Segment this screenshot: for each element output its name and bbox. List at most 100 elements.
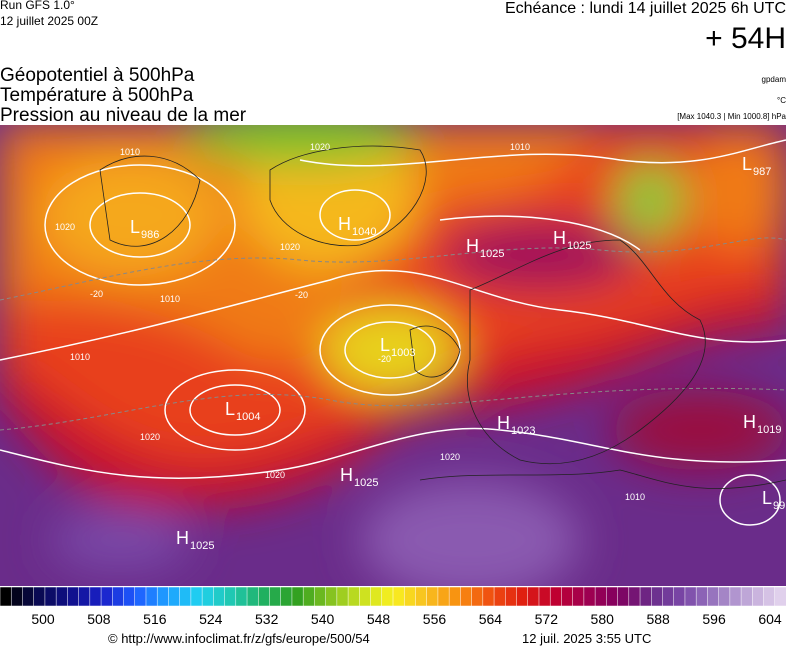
- pressure-center-type: L: [742, 154, 752, 174]
- colorbar-cell: [179, 586, 192, 607]
- isoline-labels: 1010 1020 1010 1010 1020 -20 -20 1020 1020 1020 10…: [55, 142, 645, 502]
- colorbar-cell: [774, 586, 786, 607]
- isoline-label: 1020: [440, 452, 460, 462]
- colorbar-label: 580: [591, 611, 615, 627]
- pressure-center-value: 1025: [190, 540, 214, 552]
- colorbar-cell: [695, 586, 709, 607]
- colorbar-cell: [201, 586, 215, 607]
- isoline-label: -20: [295, 290, 308, 300]
- colorbar-cell: [78, 586, 91, 607]
- pressure-center-value: 99: [773, 500, 785, 512]
- colorbar-cell: [381, 586, 394, 607]
- colorbar-cell: [572, 586, 585, 607]
- isoline-label: 1010: [625, 492, 645, 502]
- source-url[interactable]: © http://www.infoclimat.fr/z/gfs/europe/…: [108, 631, 370, 646]
- colorbar-cell: [10, 586, 24, 607]
- pressure-center-type: L: [762, 488, 772, 508]
- isoline-label: 1010: [160, 294, 180, 304]
- colorbar-cell: [258, 586, 271, 607]
- colorbar-cell: [246, 586, 260, 607]
- isoline-label: -20: [378, 354, 391, 364]
- isoline-label: 1020: [55, 222, 75, 232]
- colorbar-cell: [22, 586, 35, 607]
- colorbar-cell: [549, 586, 563, 607]
- colorbar-cell: [224, 586, 237, 607]
- colorbar-cell: [0, 586, 12, 607]
- colorbar: [0, 586, 786, 607]
- coastlines: [99, 145, 786, 489]
- colorbar-cell: [718, 586, 731, 607]
- colorbar-cell: [639, 586, 653, 607]
- unit-label: gpdam: [762, 75, 786, 84]
- colorbar-cell: [561, 586, 574, 607]
- isotherms: [0, 237, 786, 431]
- pressure-center-type: L: [380, 335, 390, 355]
- colorbar-cell: [325, 586, 338, 607]
- colorbar-cell: [392, 586, 405, 607]
- pressure-center-type: H: [497, 413, 510, 433]
- colorbar-label: 500: [31, 611, 55, 627]
- colorbar-cell: [493, 586, 507, 607]
- colorbar-cell: [134, 586, 147, 607]
- pressure-center-value: 1025: [480, 248, 504, 260]
- colorbar-cell: [112, 586, 125, 607]
- colorbar-cell: [684, 586, 697, 607]
- colorbar-cell: [123, 586, 136, 607]
- isoline-label: 1020: [265, 470, 285, 480]
- colorbar-cell: [763, 586, 776, 607]
- pressure-center-value: 1023: [511, 425, 535, 437]
- pressure-center-value: 1025: [567, 240, 591, 252]
- colorbar-cell: [617, 586, 630, 607]
- colorbar-cell: [729, 586, 742, 607]
- colorbar-label: 532: [255, 611, 279, 627]
- colorbar-label: 596: [702, 611, 726, 627]
- colorbar-cell: [752, 586, 765, 607]
- colorbar-label: 556: [423, 611, 447, 627]
- colorbar-cell: [707, 586, 720, 607]
- lead-time: + 54H: [705, 22, 786, 55]
- title-line: Température à 500hPa: [0, 85, 194, 106]
- pressure-center-type: L: [130, 217, 140, 237]
- colorbar-cell: [437, 586, 450, 607]
- colorbar-cell: [403, 586, 417, 607]
- colorbar-cell: [471, 586, 484, 607]
- colorbar-label: 516: [143, 611, 167, 627]
- colorbar-cell: [606, 586, 619, 607]
- colorbar-cell: [314, 586, 327, 607]
- colorbar-cell: [662, 586, 675, 607]
- colorbar-cell: [44, 586, 57, 607]
- isoline-label: 1010: [70, 352, 90, 362]
- colorbar-cell: [673, 586, 686, 607]
- colorbar-cell: [370, 586, 383, 607]
- isoline-label: 1020: [310, 142, 330, 152]
- colorbar-cell: [448, 586, 462, 607]
- colorbar-cell: [89, 586, 102, 607]
- colorbar-cell: [359, 586, 372, 607]
- colorbar-cell: [213, 586, 226, 607]
- pressure-center-value: 986: [141, 229, 159, 241]
- pressure-center-type: H: [466, 236, 479, 256]
- colorbar-cell: [426, 586, 439, 607]
- colorbar-cell: [190, 586, 203, 607]
- colorbar-label: 524: [199, 611, 223, 627]
- colorbar-cell: [291, 586, 304, 607]
- colorbar-cell: [302, 586, 316, 607]
- colorbar-label: 548: [367, 611, 391, 627]
- colorbar-cell: [415, 586, 428, 607]
- pressure-center-value: 1019: [757, 424, 781, 436]
- colorbar-cell: [583, 586, 596, 607]
- isoline-label: -20: [90, 289, 103, 299]
- pressure-center-type: H: [340, 465, 353, 485]
- unit-label: [Max 1040.3 | Min 1000.8] hPa: [677, 112, 786, 121]
- run-date: 12 juillet 2025 00Z: [0, 14, 98, 28]
- colorbar-cell: [594, 586, 608, 607]
- colorbar-cell: [516, 586, 529, 607]
- pressure-center-value: 1004: [236, 411, 260, 423]
- pressure-center-type: H: [553, 228, 566, 248]
- colorbar-cell: [67, 586, 80, 607]
- isoline-label: 1020: [280, 242, 300, 252]
- colorbar-cell: [651, 586, 664, 607]
- colorbar-cell: [156, 586, 170, 607]
- colorbar-cell: [145, 586, 158, 607]
